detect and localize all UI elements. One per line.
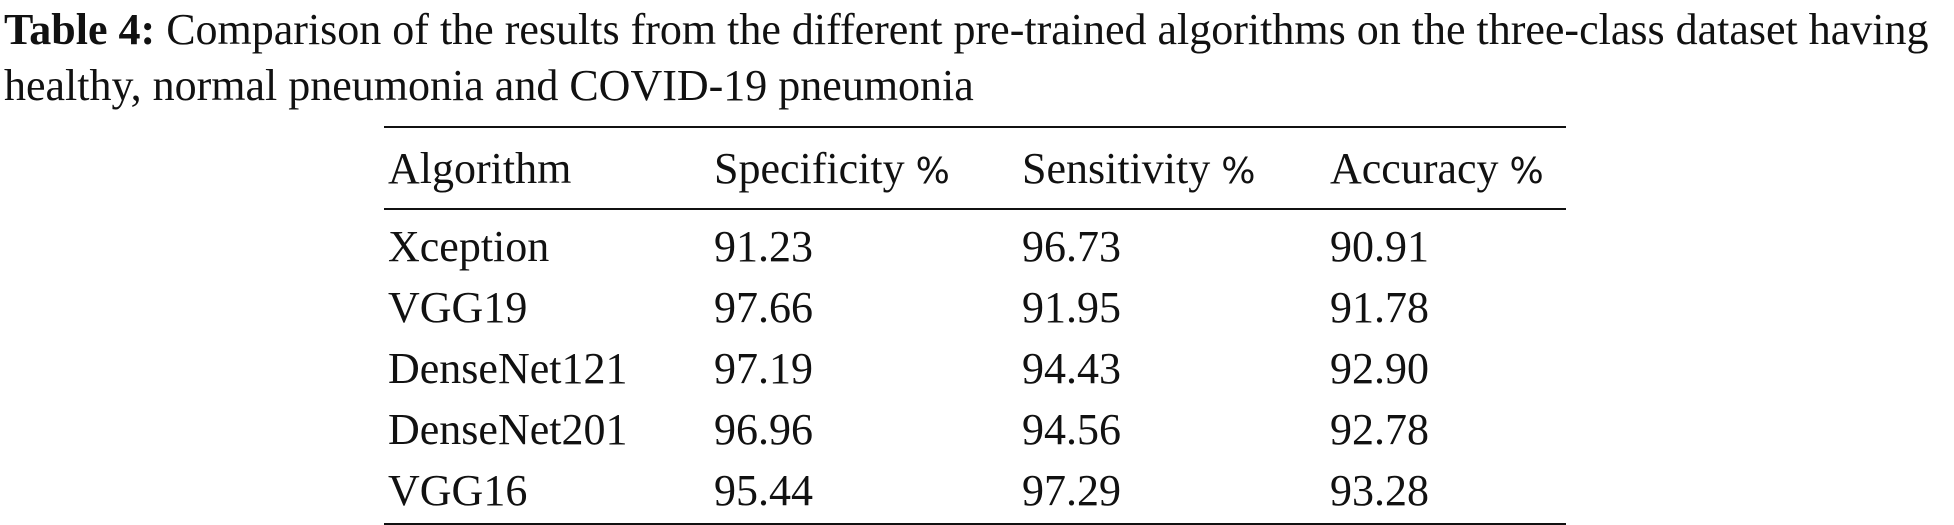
cell-algorithm: VGG16 xyxy=(388,466,528,515)
percent-unit: % xyxy=(1221,150,1256,192)
cell-accuracy: 93.28 xyxy=(1330,466,1429,515)
table-row: DenseNet121 97.19 94.43 92.90 xyxy=(384,338,1566,399)
cell-sensitivity: 97.29 xyxy=(1022,466,1121,515)
percent-unit: % xyxy=(1509,150,1544,192)
header-accuracy: Accuracy % xyxy=(1330,143,1544,193)
table-row: DenseNet201 96.96 94.56 92.78 xyxy=(384,399,1566,460)
header-algorithm: Algorithm xyxy=(388,143,572,193)
cell-specificity: 96.96 xyxy=(714,405,813,454)
cell-algorithm: DenseNet121 xyxy=(388,344,628,393)
caption-text: Comparison of the results from the diffe… xyxy=(4,5,1929,110)
table-row: VGG16 95.44 97.29 93.28 xyxy=(384,460,1566,524)
cell-accuracy: 91.78 xyxy=(1330,283,1429,332)
cell-accuracy: 92.78 xyxy=(1330,405,1429,454)
cell-sensitivity: 91.95 xyxy=(1022,283,1121,332)
cell-specificity: 97.19 xyxy=(714,344,813,393)
cell-sensitivity: 96.73 xyxy=(1022,222,1121,271)
table-header: Algorithm Specificity % Sensitivity % Ac… xyxy=(384,127,1566,209)
header-specificity: Specificity % xyxy=(714,143,950,193)
table-row: VGG19 97.66 91.95 91.78 xyxy=(384,277,1566,338)
cell-algorithm: Xception xyxy=(388,222,550,271)
cell-specificity: 91.23 xyxy=(714,222,813,271)
table-row: Xception 91.23 96.73 90.91 xyxy=(384,209,1566,277)
results-table-container: Algorithm Specificity % Sensitivity % Ac… xyxy=(384,126,1566,525)
results-table: Algorithm Specificity % Sensitivity % Ac… xyxy=(384,126,1566,525)
percent-unit: % xyxy=(915,150,950,192)
caption-label: Table 4: xyxy=(4,5,156,54)
cell-accuracy: 92.90 xyxy=(1330,344,1429,393)
cell-specificity: 95.44 xyxy=(714,466,813,515)
header-sensitivity: Sensitivity % xyxy=(1022,143,1256,193)
table-body: Xception 91.23 96.73 90.91 VGG19 97.66 9… xyxy=(384,209,1566,524)
cell-algorithm: VGG19 xyxy=(388,283,528,332)
table-caption: Table 4: Comparison of the results from … xyxy=(4,2,1950,114)
cell-algorithm: DenseNet201 xyxy=(388,405,628,454)
header-row: Algorithm Specificity % Sensitivity % Ac… xyxy=(384,127,1566,209)
cell-sensitivity: 94.43 xyxy=(1022,344,1121,393)
cell-specificity: 97.66 xyxy=(714,283,813,332)
cell-accuracy: 90.91 xyxy=(1330,222,1429,271)
cell-sensitivity: 94.56 xyxy=(1022,405,1121,454)
